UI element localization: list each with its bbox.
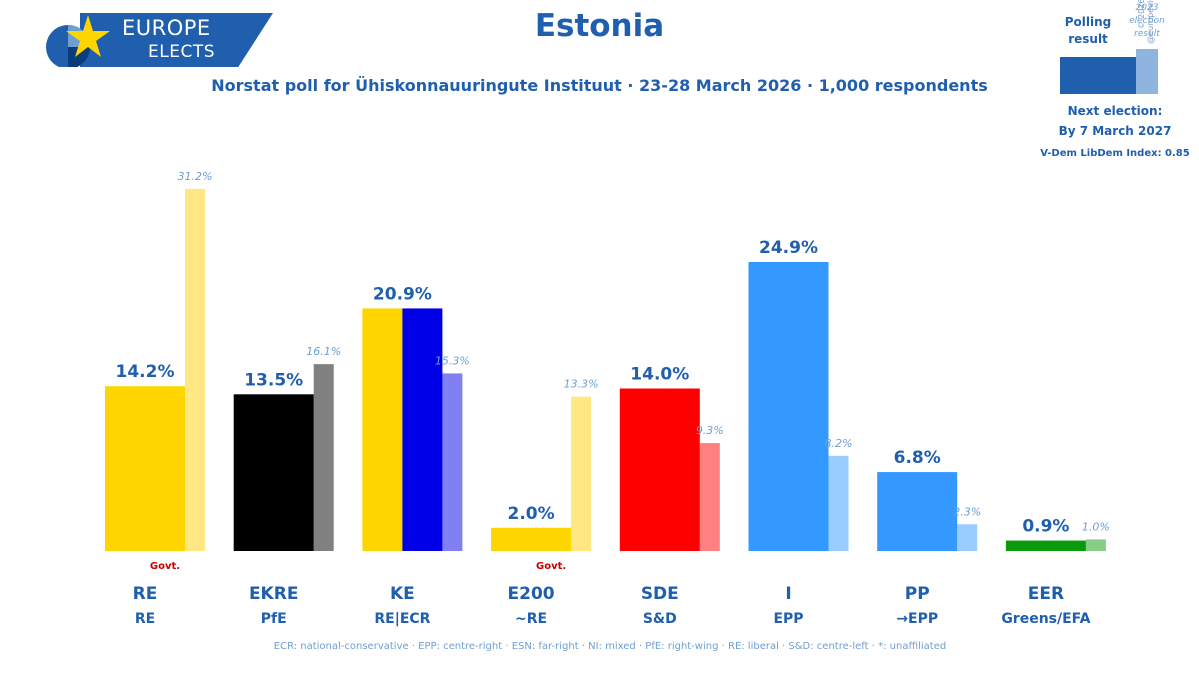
election-bar-pp xyxy=(957,524,978,551)
legend-polling-label: Polling result xyxy=(1064,15,1112,46)
poll-bar-ekre xyxy=(233,394,314,551)
poll-bar-ke-seg1 xyxy=(362,308,403,551)
ep-group-label: PfE xyxy=(261,611,287,627)
party-label: EKRE xyxy=(249,584,299,604)
party-label: PP xyxy=(905,584,930,604)
ep-group-label: RE xyxy=(135,611,155,627)
poll-value-label: 24.9% xyxy=(759,238,818,258)
poll-bar-e200 xyxy=(491,527,572,551)
europe-elects-logo: EUROPE ELECTS xyxy=(40,13,275,67)
election-bar-e200 xyxy=(571,396,592,551)
election-value-label: 31.2% xyxy=(178,170,213,183)
party-label: I xyxy=(785,584,791,604)
vdem-index: V-Dem LibDem Index: 0.85 xyxy=(1040,148,1190,159)
election-value-label: 2.3% xyxy=(953,505,981,518)
poll-value-label: 14.0% xyxy=(630,365,689,385)
legend: Polling result 2023 election result © 20… xyxy=(1040,0,1199,170)
party-label: KE xyxy=(390,584,415,604)
election-value-label: 15.3% xyxy=(435,354,470,367)
poll-value-label: 20.9% xyxy=(373,284,432,304)
poll-bar-i xyxy=(748,262,829,551)
logo-word-elects: ELECTS xyxy=(148,42,215,62)
poll-bar-eer xyxy=(1005,540,1086,551)
next-election-label: Next election: xyxy=(1067,104,1163,118)
chart-title: Estonia xyxy=(534,8,665,44)
election-value-label: 1.0% xyxy=(1082,520,1110,533)
poll-bar-re xyxy=(105,386,185,551)
next-election-date: By 7 March 2027 xyxy=(1058,124,1172,138)
ep-group-label: RE|ECR xyxy=(374,611,430,627)
party-label: RE xyxy=(133,584,158,604)
election-bar-sde xyxy=(699,443,720,551)
ep-group-label: ~RE xyxy=(515,611,547,627)
election-bar-ke xyxy=(442,373,463,551)
government-marker: Govt. xyxy=(150,561,180,572)
ep-group-label: Greens/EFA xyxy=(1001,611,1090,627)
legend-polling-swatch xyxy=(1060,57,1136,94)
election-bar-ekre xyxy=(313,364,334,551)
logo-word-europe: EUROPE xyxy=(122,16,211,40)
ep-group-label: EPP xyxy=(773,611,803,627)
election-value-label: 8.2% xyxy=(825,437,853,450)
poll-value-label: 14.2% xyxy=(116,362,175,382)
poll-bar-ke-seg2 xyxy=(402,308,443,551)
logo-banner xyxy=(80,13,273,67)
poll-value-label: 13.5% xyxy=(244,370,303,390)
logo-star-icon xyxy=(46,15,110,67)
election-value-label: 9.3% xyxy=(696,424,724,437)
footnote: ECR: national-conservative · EPP: centre… xyxy=(273,641,947,652)
election-value-label: 16.1% xyxy=(306,345,341,358)
ep-group-label: →EPP xyxy=(896,611,938,627)
party-label: SDE xyxy=(641,584,679,604)
legend-election-label: 2023 election result xyxy=(1129,3,1165,39)
chart-subtitle: Norstat poll for Ühiskonnauuringute Inst… xyxy=(211,76,988,95)
poll-value-label: 0.9% xyxy=(1022,517,1069,537)
legend-election-swatch xyxy=(1136,49,1158,94)
election-bar-i xyxy=(828,455,849,551)
party-label: E200 xyxy=(508,584,555,604)
party-label: EER xyxy=(1028,584,1064,604)
election-bar-re xyxy=(185,188,205,551)
election-value-label: 13.3% xyxy=(564,378,599,391)
next-election: Next election: By 7 March 2027 xyxy=(1040,101,1190,141)
ep-group-label: S&D xyxy=(643,611,677,627)
election-bar-eer xyxy=(1085,539,1106,551)
poll-bar-pp xyxy=(877,472,958,551)
poll-bar-sde xyxy=(619,388,700,551)
poll-value-label: 2.0% xyxy=(508,504,555,524)
government-marker: Govt. xyxy=(536,561,566,572)
poll-value-label: 6.8% xyxy=(894,448,941,468)
